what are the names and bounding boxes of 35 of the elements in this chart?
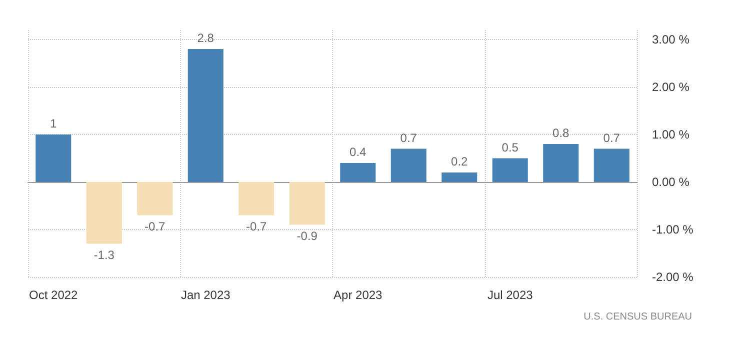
data-label: -0.7 xyxy=(246,219,268,234)
text: U.S. CENSUS BUREAU xyxy=(584,312,692,322)
bar xyxy=(543,144,579,182)
bar xyxy=(340,163,376,182)
y-tick-label: 1.00 % xyxy=(652,128,690,142)
data-label: 0.4 xyxy=(350,145,367,159)
bar xyxy=(238,182,274,216)
data-label: -1.3 xyxy=(94,248,115,262)
x-tick-label: Apr 2023 xyxy=(334,288,383,302)
data-label: 0.8 xyxy=(552,126,570,140)
bar xyxy=(442,172,478,182)
y-tick-label: -2.00 % xyxy=(652,270,694,284)
y-tick-label: 3.00 % xyxy=(652,32,690,46)
x-tick-label: Jan 2023 xyxy=(180,288,231,302)
x-tick-label: Oct 2022 xyxy=(29,288,78,302)
bar xyxy=(36,134,72,182)
bar xyxy=(289,182,325,225)
data-label: 2.8 xyxy=(197,31,214,45)
bar xyxy=(86,182,122,244)
data-label: 0.5 xyxy=(502,140,519,154)
y-tick-label: -1.00 % xyxy=(652,222,694,236)
data-label: 0.7 xyxy=(400,130,418,145)
x-tick-label: Jul 2023 xyxy=(487,288,534,302)
data-label: -0.7 xyxy=(144,219,166,234)
y-tick-label: 0.00 % xyxy=(652,175,690,189)
y-tick-label: 2.00 % xyxy=(652,80,690,94)
bar xyxy=(390,148,426,182)
data-label: 0.7 xyxy=(603,130,620,145)
bar xyxy=(137,182,173,216)
data-label: 1 xyxy=(50,116,58,130)
data-label: 0.2 xyxy=(451,154,468,168)
bar xyxy=(594,148,630,182)
data-label: -0.9 xyxy=(296,228,318,243)
bar xyxy=(188,49,224,182)
bar xyxy=(492,158,528,182)
